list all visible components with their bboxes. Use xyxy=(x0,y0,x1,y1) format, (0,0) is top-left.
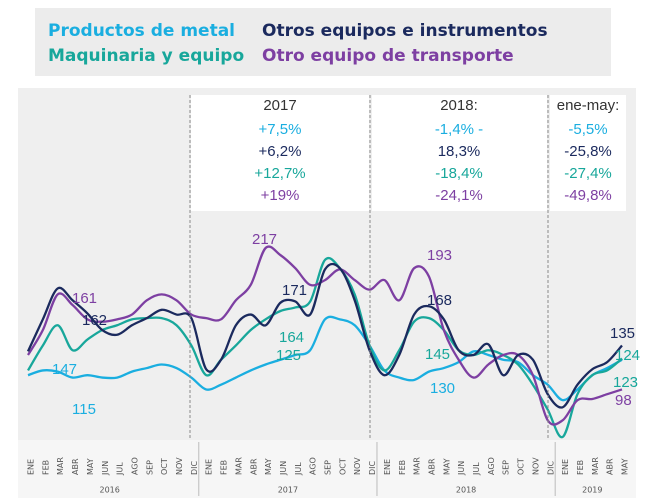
annotation: 217 xyxy=(252,231,277,248)
legend-entry: Maquinaria y equipo xyxy=(48,46,244,66)
x-tick-label: NOV xyxy=(353,457,362,475)
axis-area xyxy=(18,440,636,498)
x-tick-label: JUL xyxy=(472,462,481,476)
series-line xyxy=(27,256,623,439)
summary-value: -5,5% xyxy=(568,121,607,138)
x-tick-label: FEB xyxy=(220,460,229,475)
annotation: 161 xyxy=(72,290,97,307)
x-tick-label: SEP xyxy=(324,460,333,475)
legend-entry: Productos de metal xyxy=(48,21,235,41)
x-tick-label: ABR xyxy=(249,458,258,475)
x-tick-label: OCT xyxy=(517,458,526,475)
summary-value: -24,1% xyxy=(435,187,483,204)
x-tick-label: FEB xyxy=(41,460,50,475)
summary-title: 2017 xyxy=(263,97,296,114)
x-tick-label: AGO xyxy=(130,457,139,475)
series-line xyxy=(27,315,623,402)
x-tick-label: MAY xyxy=(86,458,95,475)
x-tick-label: ABR xyxy=(71,458,80,475)
x-tick-label: OCT xyxy=(338,458,347,475)
legend-entry: Otros equipos e instrumentos xyxy=(262,21,548,41)
annotation: 123 xyxy=(613,374,638,391)
summary-box xyxy=(550,95,626,211)
x-tick-label: DIC xyxy=(368,460,377,475)
summary-value: +7,5% xyxy=(259,121,302,138)
x-tick-label: AGO xyxy=(309,457,318,475)
summary-value: +12,7% xyxy=(254,165,305,182)
annotation: 147 xyxy=(52,361,77,378)
summary-box xyxy=(191,95,369,211)
summary-value: +19% xyxy=(261,187,300,204)
annotation: 98 xyxy=(615,392,632,409)
annotation: 124 xyxy=(615,347,640,364)
x-tick-label: ENE xyxy=(205,459,214,475)
year-label: 2016 xyxy=(99,486,119,495)
summary-value: 18,3% xyxy=(438,143,481,160)
x-tick-label: SEP xyxy=(145,460,154,475)
x-tick-label: FEB xyxy=(398,460,407,475)
legend-entry: Otro equipo de transporte xyxy=(262,46,514,66)
annotation: 135 xyxy=(610,325,635,342)
x-tick-label: NOV xyxy=(531,457,540,475)
x-tick-label: MAR xyxy=(56,457,65,475)
year-label: 2018 xyxy=(456,486,476,495)
annotation: 145 xyxy=(425,346,450,363)
series-line xyxy=(27,245,623,426)
annotation: 164 xyxy=(279,329,304,346)
summary-value: -27,4% xyxy=(564,165,612,182)
x-tick-label: FEB xyxy=(576,460,585,475)
summary-value: -18,4% xyxy=(435,165,483,182)
annotation: 125 xyxy=(276,347,301,364)
x-tick-label: ABR xyxy=(606,458,615,475)
annotation: 162 xyxy=(82,312,107,329)
annotation: 171 xyxy=(282,282,307,299)
x-tick-label: OCT xyxy=(160,458,169,475)
annotation: 130 xyxy=(430,380,455,397)
x-tick-label: MAY xyxy=(264,458,273,475)
x-tick-label: MAR xyxy=(234,457,243,475)
x-tick-label: SEP xyxy=(502,460,511,475)
x-tick-label: DIC xyxy=(190,460,199,475)
x-tick-label: MAY xyxy=(621,458,630,475)
annotation: 168 xyxy=(427,292,452,309)
x-tick-label: DIC xyxy=(546,460,555,475)
summary-box xyxy=(372,95,547,211)
annotation: 115 xyxy=(72,401,96,418)
x-tick-label: JUN xyxy=(279,461,288,476)
legend-box xyxy=(35,8,611,76)
summary-value: -49,8% xyxy=(564,187,612,204)
x-tick-label: JUL xyxy=(116,462,125,476)
year-label: 2017 xyxy=(278,486,298,495)
summary-title: ene-may: xyxy=(557,97,620,114)
x-tick-label: ABR xyxy=(427,458,436,475)
x-tick-label: JUN xyxy=(457,461,466,476)
x-tick-label: AGO xyxy=(487,457,496,475)
x-tick-label: NOV xyxy=(175,457,184,475)
x-tick-label: MAR xyxy=(413,457,422,475)
summary-value: -25,8% xyxy=(564,143,612,160)
x-tick-label: MAY xyxy=(442,458,451,475)
x-tick-label: ENE xyxy=(383,459,392,475)
annotation: 193 xyxy=(427,247,452,264)
year-label: 2019 xyxy=(582,486,602,495)
x-tick-label: ENE xyxy=(561,459,570,475)
summary-value: +6,2% xyxy=(259,143,302,160)
x-tick-label: MAR xyxy=(591,457,600,475)
series-line xyxy=(26,262,623,409)
x-tick-label: JUL xyxy=(294,462,303,476)
summary-title: 2018: xyxy=(440,97,478,114)
summary-value: -1,4% - xyxy=(435,121,483,138)
x-tick-label: JUN xyxy=(101,461,110,476)
x-tick-label: ENE xyxy=(27,459,36,475)
